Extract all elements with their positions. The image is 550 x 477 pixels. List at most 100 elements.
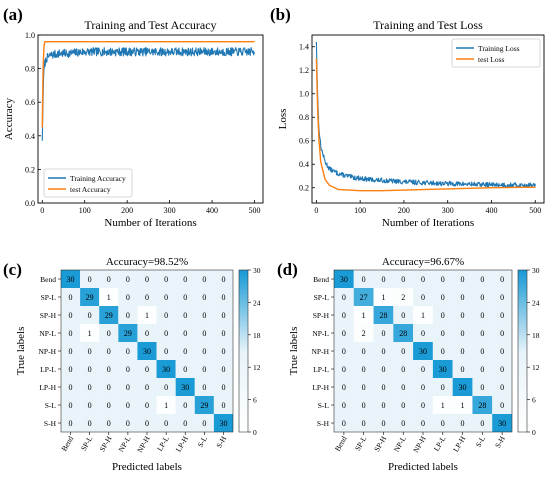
colorbar-step: [239, 334, 248, 338]
colorbar-step: [239, 283, 248, 287]
matrix-cell: [472, 288, 493, 306]
colorbar-step: [239, 351, 248, 355]
matrix-cell: [194, 342, 214, 360]
matrix-cell: [156, 306, 176, 324]
y-tick-label: 0.8: [25, 65, 35, 74]
x-tick-label: LP-L: [432, 434, 448, 453]
cell-value: 30: [459, 383, 467, 392]
matrix-cell: [80, 360, 100, 378]
cell-value: 0: [421, 401, 425, 410]
colorbar-step: [518, 332, 527, 336]
matrix-cell: [80, 378, 100, 396]
y-tick-label: 0.6: [25, 98, 35, 107]
x-axis-title: Predicted labels: [388, 461, 458, 473]
colorbar-step: [239, 372, 248, 376]
panel-label: (b): [270, 5, 291, 24]
cell-value: 0: [126, 311, 130, 320]
cell-value: 28: [478, 401, 486, 410]
colorbar-step: [518, 394, 527, 398]
cell-value: 0: [381, 365, 385, 374]
cell-value: 0: [107, 419, 111, 428]
matrix-cell: [80, 324, 100, 342]
cell-value: 0: [480, 347, 484, 356]
cell-value: 0: [183, 275, 187, 284]
y-tick-label: SP-H: [313, 311, 330, 320]
matrix-cell: [452, 360, 473, 378]
matrix-cell: [213, 360, 233, 378]
colorbar-step: [239, 278, 248, 282]
matrix-cell: [334, 306, 354, 324]
x-tick-label: NP-H: [135, 434, 152, 454]
matrix-cell: [156, 360, 176, 378]
cell-value: 0: [164, 347, 168, 356]
matrix-cell: [432, 270, 453, 288]
colorbar-step: [518, 288, 527, 293]
cell-value: 0: [381, 383, 385, 392]
matrix-cell: [61, 324, 81, 342]
cell-value: 0: [145, 329, 149, 338]
cell-value: 0: [480, 275, 484, 284]
matrix-cell: [472, 324, 493, 342]
x-tick-label: 500: [529, 206, 541, 215]
cell-value: 0: [202, 329, 206, 338]
cell-value: 0: [126, 401, 130, 410]
matrix-cell: [413, 288, 433, 306]
colorbar-step: [518, 415, 527, 419]
cell-value: 0: [500, 347, 504, 356]
matrix-cell: [137, 360, 157, 378]
colorbar-step: [518, 310, 527, 314]
colorbar-step: [239, 415, 248, 419]
cell-value: 0: [221, 347, 225, 356]
cell-value: 0: [401, 419, 405, 428]
matrix-cell: [334, 378, 354, 396]
plot-area: [41, 41, 256, 141]
cell-value: 0: [221, 311, 225, 320]
cell-value: 0: [421, 293, 425, 302]
matrix-cell: [353, 396, 374, 414]
cell-value: 0: [441, 329, 445, 338]
cell-value: 0: [461, 275, 465, 284]
y-tick-label: 1.0: [299, 90, 309, 99]
colorbar-step: [518, 364, 527, 368]
matrix-cell: [334, 288, 354, 306]
colorbar-step: [518, 272, 527, 276]
colorbar-step: [518, 270, 527, 274]
colorbar-step: [518, 418, 527, 422]
y-tick-label: S-L: [45, 401, 57, 410]
matrix-cell: [452, 324, 473, 342]
cell-value: 29: [105, 311, 113, 320]
colorbar-step: [239, 399, 248, 403]
matrix-cell: [99, 414, 119, 432]
colorbar-step: [239, 359, 248, 363]
colorbar-step: [518, 294, 527, 298]
cell-value: 0: [164, 311, 168, 320]
matrix-cell: [194, 360, 214, 378]
x-tick-label: Bend: [60, 434, 76, 452]
matrix-cell: [156, 288, 176, 306]
cell-value: 0: [69, 383, 73, 392]
cell-value: 0: [145, 275, 149, 284]
cell-value: 0: [183, 329, 187, 338]
colorbar-frame: [517, 269, 528, 433]
y-tick-label: NP-L: [312, 329, 329, 338]
cell-value: 0: [107, 329, 111, 338]
cell-value: 0: [441, 383, 445, 392]
matrix-cell: [373, 396, 394, 414]
matrix-cell: [99, 306, 119, 324]
colorbar-step: [518, 367, 527, 371]
cell-value: 0: [183, 401, 187, 410]
cell-value: 0: [500, 383, 504, 392]
x-tick-label: SP-L: [353, 434, 369, 452]
matrix-cell: [413, 360, 433, 378]
matrix-cell: [353, 360, 374, 378]
colorbar-step: [239, 396, 248, 401]
cell-value: 0: [401, 383, 405, 392]
colorbar-step: [518, 399, 527, 403]
matrix-cell: [353, 270, 374, 288]
cell-value: 0: [69, 347, 73, 356]
matrix-cell: [175, 414, 195, 432]
colorbar-step: [239, 380, 248, 384]
matrix-cell: [80, 306, 100, 324]
colorbar-tick-label: 18: [532, 331, 540, 340]
matrix-cell: [353, 414, 374, 432]
